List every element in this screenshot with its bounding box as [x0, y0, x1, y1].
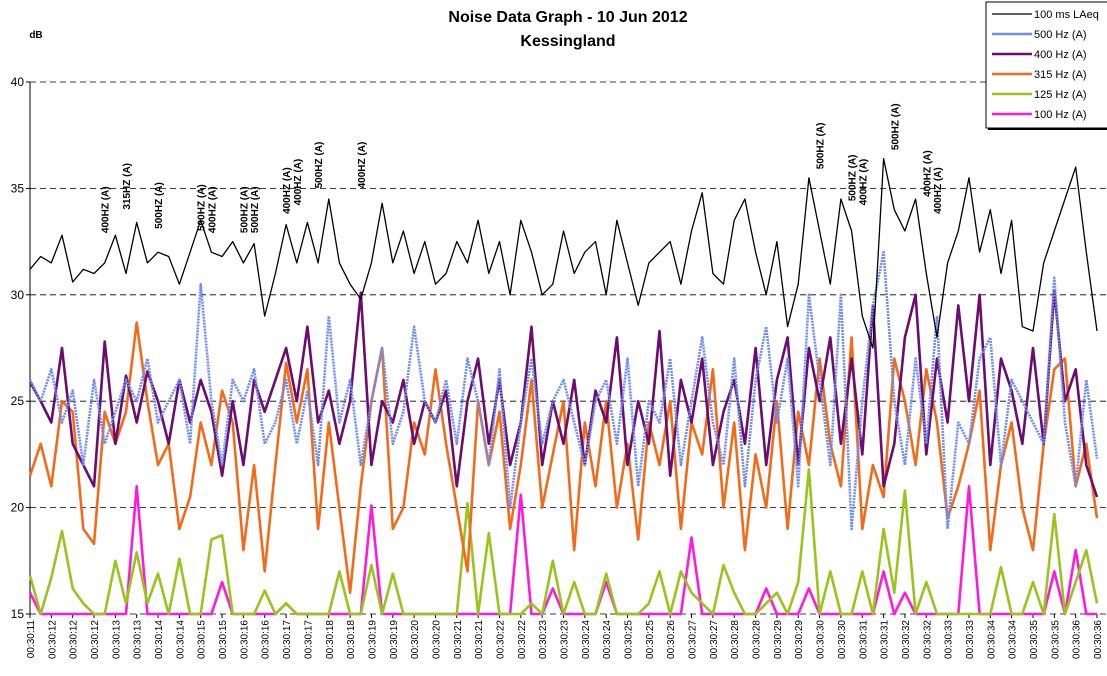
y-tick-label: 30	[11, 288, 25, 302]
x-tick-label: 00:30:36	[1072, 620, 1083, 659]
x-tick-label: 00:30:13	[133, 620, 144, 659]
annotation: 400HZ (A)	[933, 167, 944, 214]
annotation: 400HZ (A)	[293, 159, 304, 206]
legend-label: 125 Hz (A)	[1034, 89, 1087, 101]
x-tick-label: 00:30:24	[581, 620, 592, 659]
chart-subtitle: Kessingland	[520, 33, 615, 50]
series-line	[28, 321, 1099, 594]
legend-label: 500 Hz (A)	[1034, 29, 1087, 41]
x-tick-label: 00:30:13	[111, 620, 122, 659]
x-tick-label: 00:30:15	[197, 620, 208, 659]
legend-box	[985, 1, 1107, 129]
x-tick-label: 00:30:25	[624, 620, 635, 659]
x-tick-label: 00:30:30	[816, 620, 827, 659]
x-tick-label: 00:30:24	[602, 620, 613, 659]
annotation: 500HZ (A)	[197, 184, 208, 231]
x-tick-label: 00:30:26	[666, 620, 677, 659]
x-tick-label: 00:30:22	[495, 620, 506, 659]
x-tick-label: 00:30:34	[1008, 620, 1019, 659]
x-tick-label: 00:30:15	[218, 620, 229, 659]
y-tick-label: 25	[11, 394, 25, 408]
annotation: 500HZ (A)	[239, 186, 250, 233]
x-tick-label: 00:30:28	[752, 620, 763, 659]
x-tick-label: 00:30:18	[346, 620, 357, 659]
x-tick-label: 00:30:19	[367, 620, 378, 659]
annotation: 400HZ (A)	[858, 159, 869, 206]
series-line	[28, 250, 1099, 531]
x-tick-label: 00:30:32	[922, 620, 933, 659]
annotation: 500HZ (A)	[314, 142, 325, 189]
legend-label: 315 Hz (A)	[1034, 69, 1087, 81]
annotation: 400HZ (A)	[282, 167, 293, 214]
x-tick-label: 00:30:21	[453, 620, 464, 659]
x-tick-label: 00:30:35	[1029, 620, 1040, 659]
y-tick-label: 40	[11, 75, 25, 89]
y-tick-label: 35	[11, 181, 25, 195]
annotation: 500HZ (A)	[890, 103, 901, 150]
x-tick-label: 00:30:25	[645, 620, 656, 659]
legend-label: 400 Hz (A)	[1034, 49, 1087, 61]
legend-label: 100 Hz (A)	[1034, 109, 1087, 121]
annotation: 400HZ (A)	[357, 142, 368, 189]
x-tick-label: 00:30:32	[901, 620, 912, 659]
x-tick-label: 00:30:33	[965, 620, 976, 659]
x-tick-label: 00:30:31	[858, 620, 869, 659]
annotation: 500HZ (A)	[816, 123, 827, 170]
chart-title: Noise Data Graph - 10 Jun 2012	[448, 9, 687, 26]
annotation: 400HZ (A)	[922, 150, 933, 197]
series-line	[28, 289, 1099, 498]
annotation: 315HZ (A)	[122, 163, 133, 210]
x-tick-label: 00:30:30	[837, 620, 848, 659]
x-tick-label: 00:30:18	[325, 620, 336, 659]
x-tick-label: 00:30:23	[538, 620, 549, 659]
x-tick-label: 00:30:20	[431, 620, 442, 659]
x-tick-label: 00:30:22	[517, 620, 528, 659]
annotation: 500HZ (A)	[848, 154, 859, 201]
x-tick-label: 00:30:12	[69, 620, 80, 659]
x-tick-label: 00:30:12	[90, 620, 101, 659]
x-tick-label: 00:30:14	[175, 620, 186, 659]
x-tick-label: 00:30:16	[261, 620, 272, 659]
x-tick-label: 00:30:20	[410, 620, 421, 659]
x-tick-label: 00:30:34	[986, 620, 997, 659]
y-tick-label: 15	[11, 607, 25, 621]
x-tick-label: 00:30:23	[560, 620, 571, 659]
annotation: 500HZ (A)	[154, 182, 165, 229]
x-tick-label: 00:30:17	[303, 620, 314, 659]
annotation: 400HZ (A)	[101, 186, 112, 233]
x-tick-label: 00:30:33	[944, 620, 955, 659]
x-tick-label: 00:30:29	[794, 620, 805, 659]
y-axis-label: dB	[29, 30, 42, 41]
x-tick-label: 00:30:29	[773, 620, 784, 659]
x-tick-label: 00:30:28	[730, 620, 741, 659]
x-tick-label: 00:30:27	[688, 620, 699, 659]
series-line	[29, 157, 1098, 349]
x-tick-label: 00:30:36	[1093, 620, 1104, 659]
x-tick-label: 00:30:27	[709, 620, 720, 659]
annotation: 500HZ (A)	[250, 186, 261, 233]
annotation: 400HZ (A)	[207, 186, 218, 233]
series-line	[28, 468, 1099, 616]
x-tick-label: 00:30:19	[389, 620, 400, 659]
x-tick-label: 00:30:11	[26, 620, 37, 659]
x-tick-label: 00:30:14	[154, 620, 165, 659]
x-tick-label: 00:30:17	[282, 620, 293, 659]
x-tick-label: 00:30:16	[239, 620, 250, 659]
x-tick-label: 00:30:35	[1050, 620, 1061, 659]
y-tick-label: 20	[11, 501, 25, 515]
x-tick-label: 00:30:31	[880, 620, 891, 659]
x-tick-label: 00:30:12	[47, 620, 58, 659]
series-line	[28, 485, 1097, 616]
legend-label: 100 ms LAeq	[1034, 9, 1099, 21]
x-tick-label: 00:30:21	[474, 620, 485, 659]
